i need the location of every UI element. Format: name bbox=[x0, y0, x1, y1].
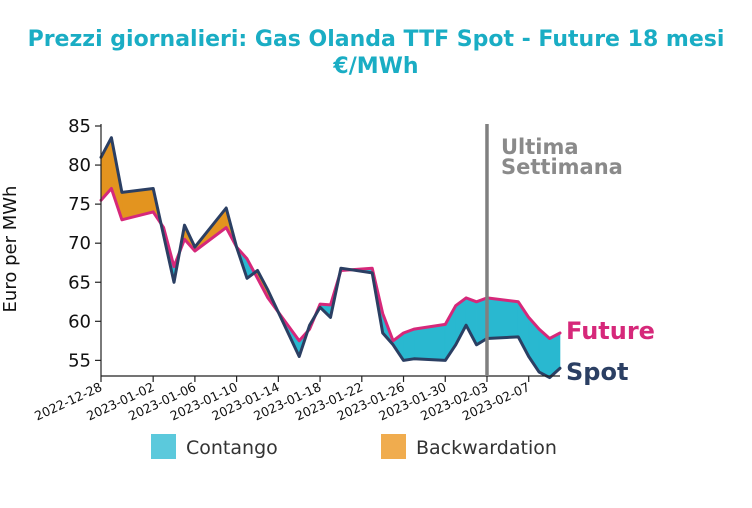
chart-subtitle: €/MWh bbox=[332, 54, 418, 79]
y-tick-label: 80 bbox=[68, 155, 91, 176]
y-tick-label: 55 bbox=[68, 350, 91, 371]
y-axis-label: Euro per MWh bbox=[0, 186, 21, 313]
y-tick-label: 65 bbox=[68, 272, 91, 293]
series-line-spot bbox=[99, 136, 562, 380]
legend: Contango Backwardation bbox=[151, 434, 557, 459]
y-tick-label: 70 bbox=[68, 233, 91, 254]
series-label-spot: Spot bbox=[566, 358, 628, 386]
y-tick-label: 75 bbox=[68, 194, 91, 215]
annotation-line2: Settimana bbox=[501, 155, 623, 179]
series-lines bbox=[99, 136, 562, 380]
annotation-line1: Ultima bbox=[501, 135, 579, 159]
legend-label-contango: Contango bbox=[186, 437, 278, 459]
y-tick-label: 60 bbox=[68, 311, 91, 332]
legend-swatch-backwardation bbox=[381, 434, 406, 459]
series-label-future: Future bbox=[566, 317, 655, 345]
chart-title: Prezzi giornalieri: Gas Olanda TTF Spot … bbox=[28, 27, 725, 52]
legend-label-backwardation: Backwardation bbox=[416, 437, 557, 459]
legend-swatch-contango bbox=[151, 434, 176, 459]
y-tick-label: 85 bbox=[68, 116, 91, 137]
contango-area-segment bbox=[486, 297, 519, 339]
annotation: Ultima Settimana bbox=[485, 124, 623, 376]
